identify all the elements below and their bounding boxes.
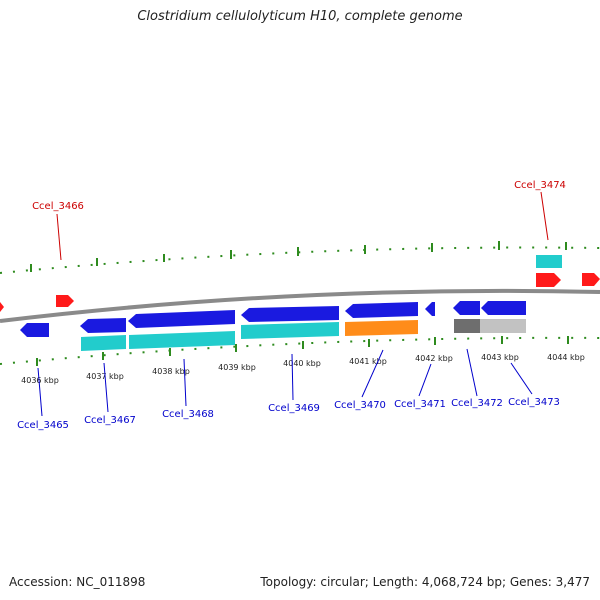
scale-label: 4039 kbp <box>218 363 256 372</box>
gene-box-cyan[interactable] <box>129 331 235 349</box>
leader-line <box>291 353 294 401</box>
gene-box-cyan[interactable] <box>536 255 562 268</box>
leader-line <box>510 362 533 395</box>
gene-label[interactable]: Ccel_3474 <box>514 180 566 191</box>
gene-label[interactable]: Ccel_3466 <box>32 201 84 212</box>
gene-arrow-ccel-3470[interactable] <box>345 302 418 318</box>
gene-arrow-red[interactable] <box>56 295 74 307</box>
gene-box-lightgray[interactable] <box>480 319 526 333</box>
map-title: Clostridium cellulolyticum H10, complete… <box>137 9 463 24</box>
leader-line <box>540 191 549 241</box>
upper-tick-row <box>0 246 600 274</box>
gene-arrow-ccel-3472[interactable] <box>453 301 480 315</box>
gene-arrow-ccel-3473[interactable] <box>481 301 526 315</box>
scale-label: 4042 kbp <box>415 354 453 363</box>
scale-label: 4036 kbp <box>21 376 59 385</box>
leader-line <box>56 213 62 261</box>
gene-label[interactable]: Ccel_3469 <box>268 403 320 414</box>
gene-arrow-ccel-3468[interactable] <box>128 310 235 328</box>
gene-arrow-ccel-3469[interactable] <box>241 306 339 322</box>
gene-box-darkgray[interactable] <box>454 319 480 333</box>
accession-text: Accession: NC_011898 <box>9 575 146 589</box>
gene-arrow-red[interactable] <box>582 273 600 286</box>
gene-label[interactable]: Ccel_3468 <box>162 409 214 420</box>
gene-arrow-red[interactable] <box>0 302 4 312</box>
leader-line <box>418 363 432 397</box>
scale-label: 4043 kbp <box>481 353 519 362</box>
scale-label: 4040 kbp <box>283 359 321 368</box>
gene-box-cyan[interactable] <box>241 322 339 339</box>
leader-line <box>183 358 187 407</box>
scale-label: 4041 kbp <box>349 357 387 366</box>
scale-label: 4044 kbp <box>547 353 585 362</box>
gene-label[interactable]: Ccel_3467 <box>84 415 136 426</box>
leader-line <box>37 367 43 417</box>
gene-label[interactable]: Ccel_3465 <box>17 420 69 431</box>
leader-line <box>103 362 109 413</box>
gene-label[interactable]: Ccel_3471 <box>394 399 446 410</box>
leader-line <box>466 348 478 397</box>
gene-arrow-ccel-3471[interactable] <box>425 302 435 316</box>
scale-label: 4038 kbp <box>152 367 190 376</box>
upper-major-ticks <box>30 241 567 272</box>
lower-tick-row <box>0 336 600 365</box>
gene-label[interactable]: Ccel_3472 <box>451 398 503 409</box>
genome-backbone <box>0 288 600 323</box>
gene-box-orange[interactable] <box>345 320 418 336</box>
gene-box-cyan[interactable] <box>81 335 126 351</box>
gene-label[interactable]: Ccel_3473 <box>508 397 560 408</box>
gene-arrow-ccel-3465[interactable] <box>20 323 49 337</box>
gene-arrow-red[interactable] <box>536 273 561 287</box>
genome-summary: Topology: circular; Length: 4,068,724 bp… <box>260 575 590 589</box>
gene-label[interactable]: Ccel_3470 <box>334 400 386 411</box>
gene-arrow-ccel-3467[interactable] <box>80 318 126 333</box>
lower-major-ticks <box>36 336 569 366</box>
leader-line <box>361 349 384 398</box>
